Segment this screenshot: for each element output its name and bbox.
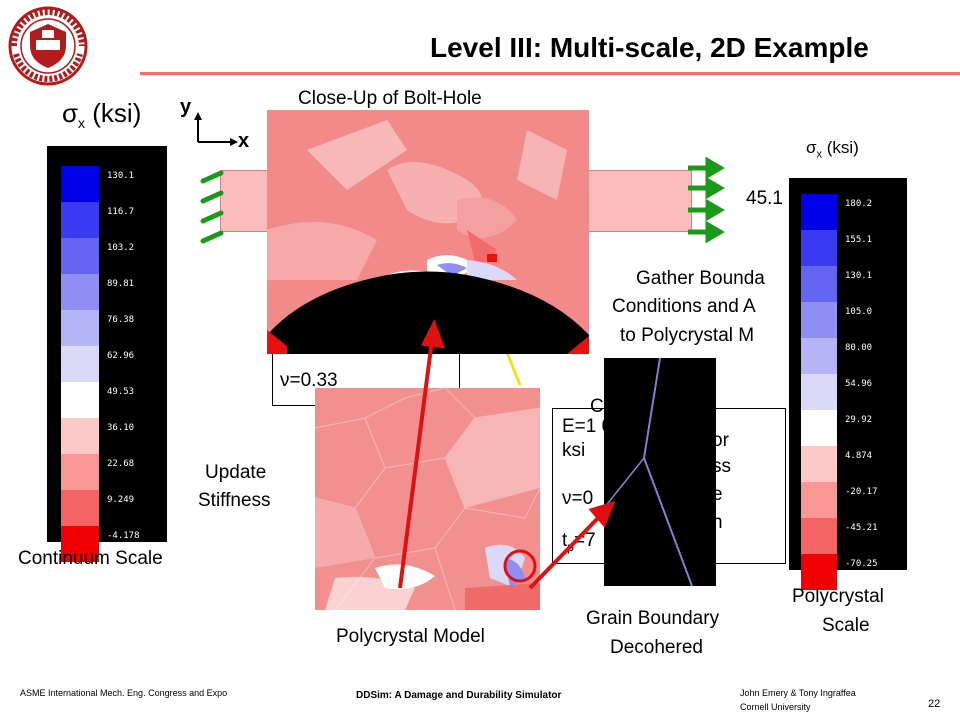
colorbar-tick-label: 36.10 <box>107 423 135 434</box>
colorbar-tick-label: 76.38 <box>107 315 135 326</box>
colorbar-swatch <box>801 338 837 374</box>
colorbar-tick-label: 180.2 <box>845 199 873 210</box>
gather-line-3: to Polycrystal M <box>620 325 755 346</box>
colorbar-swatch <box>801 446 837 482</box>
colorbar-swatch <box>61 274 99 310</box>
colorbar-swatch <box>801 482 837 518</box>
colorbar-tick-label: 9.249 <box>107 495 135 506</box>
continuum-colorbar: 130.1 116.7 103.2 89.81 76.38 62.96 49.53 36.10… <box>47 146 167 562</box>
box-nu-value: ν=0 <box>562 488 594 509</box>
colorbar-tick-label: 103.2 <box>107 243 135 254</box>
colorbar-swatch <box>801 302 837 338</box>
gather-line-1: Gather Bounda <box>636 268 765 289</box>
sigma-unit: (ksi) <box>85 98 142 128</box>
tp-symbol: t <box>562 530 568 551</box>
footer-conference: ASME International Mech. Eng. Congress a… <box>20 688 228 698</box>
colorbar-tick-label: -20.17 <box>845 487 878 498</box>
sigma-symbol: σ <box>62 98 79 128</box>
colorbar-swatch <box>801 230 837 266</box>
title-underline <box>140 72 960 75</box>
axis-y-label: y <box>180 96 192 118</box>
colorbar-swatch <box>61 454 99 490</box>
grain-boundary-image <box>603 357 716 587</box>
update-stiffness-line-2: Stiffness <box>198 490 271 511</box>
sigma-subscript: x <box>78 115 86 132</box>
polycrystal-colorbar: 180.2 155.1 130.1 105.0 80.00 54.96 29.92 4.874… <box>789 178 907 590</box>
colorbar-swatch <box>61 310 99 346</box>
gather-line-2: Conditions and A <box>612 296 756 317</box>
nu-left-value: ν=0.33 <box>280 370 338 391</box>
page-number: 22 <box>928 698 941 710</box>
colorbar-tick-label: 130.1 <box>107 171 135 182</box>
colorbar-tick-label: 4.874 <box>845 451 873 462</box>
colorbar-swatch <box>61 202 99 238</box>
colorbar-tick-label: 62.96 <box>107 351 135 362</box>
slide-title: Level III: Multi-scale, 2D Example <box>430 32 869 63</box>
sigma-symbol: σ <box>806 138 817 157</box>
box-ksi-unit: ksi <box>562 440 586 461</box>
colorbar-tick-label: 29.92 <box>845 415 873 426</box>
colorbar-swatch <box>61 346 99 382</box>
colorbar-swatch <box>801 554 837 590</box>
box-fragment-1: or <box>712 430 729 451</box>
box-fragment-2: ss <box>712 456 731 477</box>
polycrystal-scale-line-1: Polycrystal <box>792 586 884 607</box>
colorbar-tick-label: -4.178 <box>107 531 140 542</box>
sigma-unit: (ksi) <box>822 138 859 157</box>
colorbar-tick-label: 54.96 <box>845 379 873 390</box>
bolt-hole-closeup-image <box>267 110 589 354</box>
continuum-scale-label: Continuum Scale <box>18 548 163 569</box>
load-value: 45.1 <box>746 188 783 209</box>
grain-boundary-line-1: Grain Boundary <box>586 608 720 629</box>
colorbar-swatch <box>801 374 837 410</box>
grain-boundary-line-2: Decohered <box>610 637 703 658</box>
colorbar-tick-label: 155.1 <box>845 235 873 246</box>
colorbar-tick-label: 105.0 <box>845 307 873 318</box>
colorbar-swatch <box>61 418 99 454</box>
colorbar-tick-label: 116.7 <box>107 207 135 218</box>
colorbar-swatch <box>801 266 837 302</box>
colorbar-tick-label: 89.81 <box>107 279 135 290</box>
update-stiffness-line-1: Update <box>205 462 267 483</box>
box-fragment-3: e <box>712 484 723 505</box>
colorbar-tick-label: -70.25 <box>845 559 878 570</box>
axes-icon <box>194 112 238 146</box>
cornell-seal-logo <box>8 6 88 86</box>
colorbar-swatch <box>61 238 99 274</box>
sigma-x-right-label: σx (ksi) <box>806 138 859 160</box>
right-load-arrows <box>688 156 725 244</box>
axis-x-label: x <box>238 130 250 152</box>
footer-authors: John Emery & Tony Ingraffea <box>740 688 856 698</box>
left-load-arrows <box>200 170 224 244</box>
footer-affiliation: Cornell University <box>740 702 811 712</box>
red-arrows <box>398 318 616 590</box>
colorbar-tick-label: 130.1 <box>845 271 873 282</box>
sigma-x-left-label: σx (ksi) <box>62 98 141 131</box>
colorbar-swatch <box>61 382 99 418</box>
colorbar-swatch <box>801 194 837 230</box>
colorbar-tick-label: 49.53 <box>107 387 135 398</box>
colorbar-swatch <box>801 410 837 446</box>
polycrystal-model-image <box>314 387 541 611</box>
colorbar-swatch <box>61 166 99 202</box>
footer-center-title: DDSim: A Damage and Durability Simulator <box>356 690 562 701</box>
polycrystal-model-label: Polycrystal Model <box>336 626 485 647</box>
colorbar-swatch <box>801 518 837 554</box>
colorbar-tick-label: 22.68 <box>107 459 135 470</box>
colorbar-swatch <box>61 526 99 562</box>
colorbar-tick-label: -45.21 <box>845 523 878 534</box>
colorbar-swatch <box>61 490 99 526</box>
colorbar-tick-label: 80.00 <box>845 343 873 354</box>
closeup-label: Close-Up of Bolt-Hole <box>298 88 482 109</box>
polycrystal-scale-line-2: Scale <box>822 615 870 636</box>
sigma-subscript: x <box>816 148 823 161</box>
box-fragment-4: n <box>712 512 723 533</box>
